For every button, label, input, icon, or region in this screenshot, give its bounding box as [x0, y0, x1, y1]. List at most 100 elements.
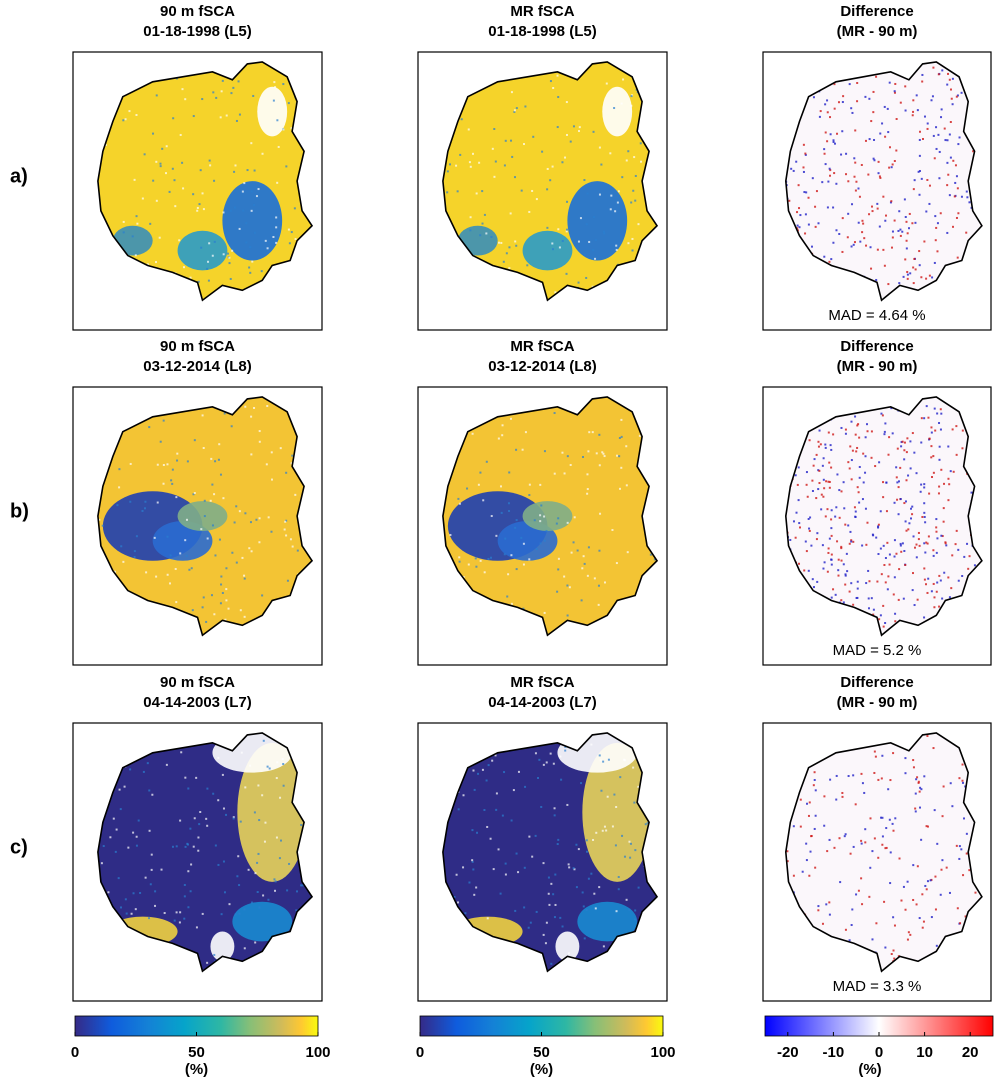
difference-dot	[865, 455, 867, 457]
difference-dot	[944, 139, 946, 141]
texture	[284, 521, 286, 523]
texture	[447, 170, 449, 172]
difference-dot	[905, 216, 907, 218]
difference-dot	[886, 510, 888, 512]
texture	[531, 190, 533, 192]
texture	[566, 134, 568, 136]
texture	[253, 204, 255, 206]
texture	[184, 539, 186, 541]
texture	[583, 905, 585, 907]
texture	[203, 596, 205, 598]
texture	[239, 114, 241, 116]
texture	[215, 97, 217, 99]
texture	[155, 576, 157, 578]
texture	[288, 863, 290, 865]
difference-dot	[812, 578, 814, 580]
texture	[603, 232, 605, 234]
texture	[504, 538, 506, 540]
difference-dot	[885, 482, 887, 484]
difference-dot	[938, 73, 940, 75]
difference-dot	[904, 85, 906, 87]
texture	[210, 458, 212, 460]
texture	[224, 891, 226, 893]
difference-dot	[950, 782, 952, 784]
difference-dot	[877, 779, 879, 781]
texture	[580, 217, 582, 219]
difference-dot	[845, 153, 847, 155]
texture	[251, 902, 253, 904]
difference-dot	[886, 542, 888, 544]
difference-dot	[971, 492, 973, 494]
difference-dot	[850, 421, 852, 423]
texture	[294, 207, 296, 209]
difference-dot	[865, 582, 867, 584]
texture	[630, 201, 632, 203]
texture	[187, 870, 189, 872]
difference-dot	[958, 858, 960, 860]
texture	[157, 502, 159, 504]
difference-dot	[912, 432, 914, 434]
difference-dot	[903, 276, 905, 278]
texture	[539, 514, 541, 516]
panel-subtitle: (MR - 90 m)	[837, 694, 918, 711]
panel-subtitle: 03-12-2014 (L8)	[488, 358, 596, 375]
texture	[243, 575, 245, 577]
difference-dot	[830, 518, 832, 520]
difference-dot	[828, 432, 830, 434]
texture	[258, 188, 260, 190]
texture	[231, 250, 233, 252]
texture	[490, 838, 492, 840]
texture	[213, 493, 215, 495]
texture	[564, 750, 566, 752]
texture	[197, 836, 199, 838]
difference-dot	[805, 213, 807, 215]
texture	[554, 874, 556, 876]
difference-dot	[827, 552, 829, 554]
texture	[471, 859, 473, 861]
texture	[523, 143, 525, 145]
texture	[228, 608, 230, 610]
colorbar-unit: (%)	[185, 1061, 208, 1078]
texture	[226, 115, 228, 117]
texture	[584, 563, 586, 565]
difference-dot	[827, 206, 829, 208]
texture	[300, 824, 302, 826]
texture	[598, 550, 600, 552]
difference-dot	[943, 785, 945, 787]
difference-dot	[815, 815, 817, 817]
texture	[251, 550, 253, 552]
difference-dot	[915, 810, 917, 812]
texture	[552, 248, 554, 250]
difference-dot	[884, 431, 886, 433]
texture	[620, 467, 622, 469]
texture	[529, 484, 531, 486]
difference-dot	[857, 486, 859, 488]
difference-dot	[800, 826, 802, 828]
snow-patch	[523, 231, 573, 271]
difference-dot	[809, 801, 811, 803]
texture	[234, 913, 236, 915]
colorbar-tick-label: 100	[305, 1044, 330, 1061]
texture	[202, 414, 204, 416]
texture	[292, 546, 294, 548]
texture	[594, 258, 596, 260]
texture	[225, 588, 227, 590]
texture	[244, 578, 246, 580]
texture	[632, 249, 634, 251]
difference-dot	[873, 91, 875, 93]
difference-dot	[919, 917, 921, 919]
texture	[475, 886, 477, 888]
texture	[211, 484, 213, 486]
difference-dot	[910, 508, 912, 510]
difference-dot	[813, 784, 815, 786]
colorbar-tick-label: -10	[823, 1044, 845, 1061]
texture	[635, 175, 637, 177]
texture	[612, 825, 614, 827]
texture	[495, 161, 497, 163]
difference-dot	[925, 583, 927, 585]
difference-dot	[848, 775, 850, 777]
texture	[300, 884, 302, 886]
texture	[587, 450, 589, 452]
difference-dot	[878, 161, 880, 163]
difference-dot	[904, 564, 906, 566]
